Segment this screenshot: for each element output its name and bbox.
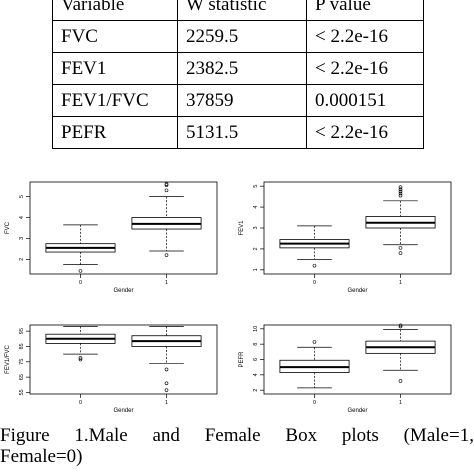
boxplot-fev1-fvc: 55 65 75 85 95 FEV1/FVC 0 1 Gender <box>5 324 218 414</box>
table-cell: FEV1/FVC <box>52 84 178 117</box>
x-tick-label: 0 <box>79 400 82 406</box>
caption-word: plots <box>341 425 379 446</box>
y-tick-label: 8 <box>253 343 259 346</box>
y-tick-label: 5 <box>253 185 259 188</box>
table-cell: 2382.5 <box>177 52 307 85</box>
y-tick-label: 4 <box>253 206 259 209</box>
outlier-point <box>398 251 403 255</box>
x-axis-label: Gender <box>113 288 133 294</box>
boxplot-fvc: 2 3 4 5 FVC 0 1 Gender <box>5 181 218 294</box>
boxplot-fev1: 1 2 3 4 5 FEV1 0 1 Gender <box>239 181 452 294</box>
y-axis-label: FEV1 <box>239 220 245 236</box>
outlier-point <box>78 269 83 273</box>
outlier-point <box>164 188 169 193</box>
table-cell: FEV1 <box>52 52 178 85</box>
x-axis-label: Gender <box>347 288 367 294</box>
caption-word: and <box>152 425 180 446</box>
y-tick-label: 2 <box>253 389 259 392</box>
x-tick-label: 0 <box>313 280 316 286</box>
table-body: Variable W statistic P value FVC 2259.5 < 2.2… <box>52 0 424 149</box>
plot-frame <box>29 181 218 275</box>
caption-word: Figure <box>0 425 50 446</box>
table-header-cell: W statistic <box>177 0 307 21</box>
y-tick-label: 10 <box>253 326 259 332</box>
table-header-cell: P value <box>306 0 424 21</box>
y-tick-label: 5 <box>19 195 25 198</box>
outlier-point <box>398 187 403 192</box>
caption-line-1: Figure 1.Male and Female Box plots (Male=1, <box>0 425 474 446</box>
table-cell: 2259.5 <box>177 20 307 53</box>
caption-word: 1.Male <box>74 425 128 446</box>
x-tick-label: 0 <box>313 400 316 406</box>
x-tick-label: 1 <box>399 280 402 286</box>
y-axis-label: FVC <box>5 221 11 234</box>
outlier-point <box>164 367 169 372</box>
table-row: PEFR 5131.5 < 2.2e-16 <box>52 116 424 149</box>
table-cell: 37859 <box>177 84 307 117</box>
outlier-point <box>398 191 403 196</box>
outlier-point <box>164 182 169 186</box>
caption-word: Box <box>285 425 318 446</box>
table-cell: < 2.2e-16 <box>306 52 424 85</box>
table-cell: < 2.2e-16 <box>306 20 424 53</box>
y-axis-label: FEV1/FVC <box>5 345 11 374</box>
y-tick-label: 4 <box>19 216 25 219</box>
table-header-row: Variable W statistic P value <box>52 0 424 21</box>
x-axis-label: Gender <box>347 408 367 414</box>
y-tick-label: 4 <box>253 373 259 376</box>
caption-line-2: Female=0) <box>0 446 83 467</box>
caption-word: (Male=1, <box>403 425 474 446</box>
y-tick-label: 6 <box>253 358 259 361</box>
plot-frame <box>29 324 218 395</box>
y-tick-label: 85 <box>19 343 25 349</box>
table-cell: PEFR <box>52 116 178 149</box>
outlier-point <box>398 246 403 250</box>
caption-word: Female <box>204 425 261 446</box>
outlier-point <box>164 253 169 257</box>
outlier-point <box>398 189 403 194</box>
x-tick-label: 1 <box>165 400 168 406</box>
y-tick-label: 3 <box>19 237 25 240</box>
boxplot-pefr: 2 4 6 8 10 PEFR 0 1 Gender <box>239 323 452 414</box>
outlier-point <box>78 356 83 360</box>
outlier-point <box>164 388 169 392</box>
table-row: FEV1 2382.5 < 2.2e-16 <box>52 52 424 85</box>
outlier-point <box>78 357 83 362</box>
y-tick-label: 75 <box>19 359 25 365</box>
table-cell: FVC <box>52 20 178 53</box>
outlier-point <box>398 379 403 383</box>
figure-caption: Figure 1.Male and Female Box plots (Male=1, Fe… <box>0 425 474 467</box>
table-header-cell: Variable <box>52 0 178 21</box>
outlier-point <box>398 185 403 190</box>
table-cell: 0.000151 <box>306 84 424 117</box>
x-tick-label: 1 <box>399 400 402 406</box>
w-statistic-table: Variable W statistic P value FVC 2259.5 < 2.2… <box>52 0 424 149</box>
table-cell: 5131.5 <box>177 116 307 149</box>
y-tick-label: 3 <box>253 226 259 229</box>
table-cell: < 2.2e-16 <box>306 116 424 149</box>
outlier-point <box>312 263 317 268</box>
y-tick-label: 2 <box>19 258 25 261</box>
table-row: FEV1/FVC 37859 0.000151 <box>52 84 424 117</box>
outlier-point <box>312 340 317 344</box>
y-tick-label: 95 <box>19 328 25 334</box>
outlier-point <box>398 193 403 198</box>
plot-frame <box>263 324 452 395</box>
outlier-point <box>398 324 403 329</box>
y-tick-label: 1 <box>253 268 259 271</box>
outlier-point <box>164 381 169 386</box>
y-tick-label: 65 <box>19 374 25 380</box>
outlier-point <box>398 323 403 328</box>
y-tick-label: 2 <box>253 247 259 250</box>
x-axis-label: Gender <box>113 408 133 414</box>
outlier-point <box>164 183 169 187</box>
table-row: FVC 2259.5 < 2.2e-16 <box>52 20 424 53</box>
x-tick-label: 1 <box>165 280 168 286</box>
y-axis-label: PEFR <box>239 351 245 368</box>
y-tick-label: 55 <box>19 389 25 395</box>
x-tick-label: 0 <box>79 280 82 286</box>
